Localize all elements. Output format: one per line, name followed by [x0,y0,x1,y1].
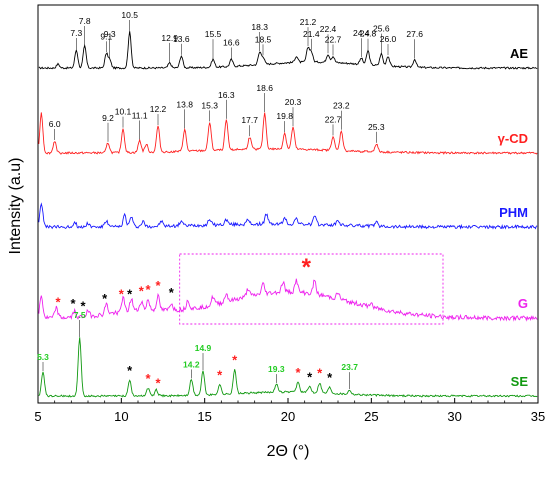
peak-label: 7.8 [79,16,91,26]
x-ticks: 5 10 15 20 25 30 35 [34,398,545,424]
peak-label: 9.2 [102,113,114,123]
peak-label: 25.6 [373,24,390,34]
star-marker: * [145,371,151,386]
peak-label: 17.7 [241,115,258,125]
x-tick-label: 10 [114,409,128,424]
series-line-cd [38,112,538,155]
peak-label: 12.9 [161,33,178,43]
peak-label: 22.4 [320,24,337,34]
peak-label: 14.2 [183,359,200,369]
star-marker: * [295,365,301,380]
peak-label: 27.6 [406,29,423,39]
peak-label: 25.3 [368,122,385,132]
peak-label: 15.3 [201,100,218,110]
peak-label: 19.3 [268,364,285,374]
series-label-cd: γ-CD [498,131,528,146]
star-marker: * [139,283,145,298]
x-tick-label: 15 [197,409,211,424]
x-tick-label: 5 [34,409,41,424]
star-marker: * [102,291,108,306]
peak-label: 26.0 [380,34,397,44]
plot-frame [37,4,539,404]
peak-label: 18.5 [255,34,272,44]
peak-label: 24.8 [360,29,377,39]
peak-label: 10.1 [115,107,132,117]
series-label-phm: PHM [499,205,528,220]
peak-label: 16.6 [223,37,240,47]
x-tick-label: 20 [281,409,295,424]
highlight-box [179,253,444,325]
peak-label: 15.5 [205,29,222,39]
peak-label: 9.3 [104,29,116,39]
star-marker: * [80,299,86,314]
peak-label: 7.5 [74,310,86,320]
star-marker: * [70,296,76,311]
star-marker: * [232,353,238,368]
big-star-marker: * [302,254,312,281]
peak-label: 18.6 [256,83,273,93]
series-line-se [38,337,538,398]
peak-label: 19.8 [276,111,293,121]
peak-label: 14.9 [195,343,212,353]
series-label-se: SE [511,374,529,389]
peak-label: 12.2 [150,104,167,114]
annotation-group: 7.3 7.8 9.19.3 10.5 12.913.6 15.516.6 18.3 18.5… [37,10,444,391]
star-marker: * [217,367,223,382]
peak-label: 13.6 [173,34,190,44]
star-marker: * [119,286,125,301]
star-marker: * [155,278,161,293]
peak-label: 20.3 [285,97,302,107]
star-marker: * [127,287,133,302]
peak-label: 22.7 [325,114,342,124]
peak-label: 23.7 [341,362,358,372]
peak-label: 21.4 [303,29,320,39]
star-marker: * [169,285,175,300]
peak-label: 5.3 [37,352,49,362]
peak-label: 7.3 [70,28,82,38]
peak-label: 13.8 [176,99,193,109]
series-line-ae [38,31,538,70]
star-marker: * [55,294,61,309]
series-group: AE γ-CD PHM G SE [38,31,538,398]
peak-label: 10.5 [121,10,138,20]
star-marker: * [127,363,133,378]
series-line-g [38,278,538,322]
series-label-g: G [518,296,528,311]
series-label-ae: AE [510,46,528,61]
peak-label: 21.2 [300,17,317,27]
star-marker: * [317,366,323,381]
peak-label: 18.3 [251,22,268,32]
x-tick-label: 35 [531,409,545,424]
peak-label: 16.3 [218,90,235,100]
star-marker: * [155,376,161,391]
peak-label: 9.1 [100,31,112,41]
peak-label: 22.7 [325,34,342,44]
peak-label: 23.2 [333,101,350,111]
series-line-phm [38,202,538,230]
star-marker: * [327,370,333,385]
peak-label: 24.4 [353,28,370,38]
x-tick-label: 30 [447,409,461,424]
star-marker: * [307,369,313,384]
peak-label: 11.1 [132,110,148,120]
x-axis-title: 2Θ (°) [267,443,310,460]
peak-label: 6.0 [49,119,61,129]
x-tick-label: 25 [364,409,378,424]
y-axis-title: Intensity (a.u) [7,158,24,255]
star-marker: * [145,282,151,297]
